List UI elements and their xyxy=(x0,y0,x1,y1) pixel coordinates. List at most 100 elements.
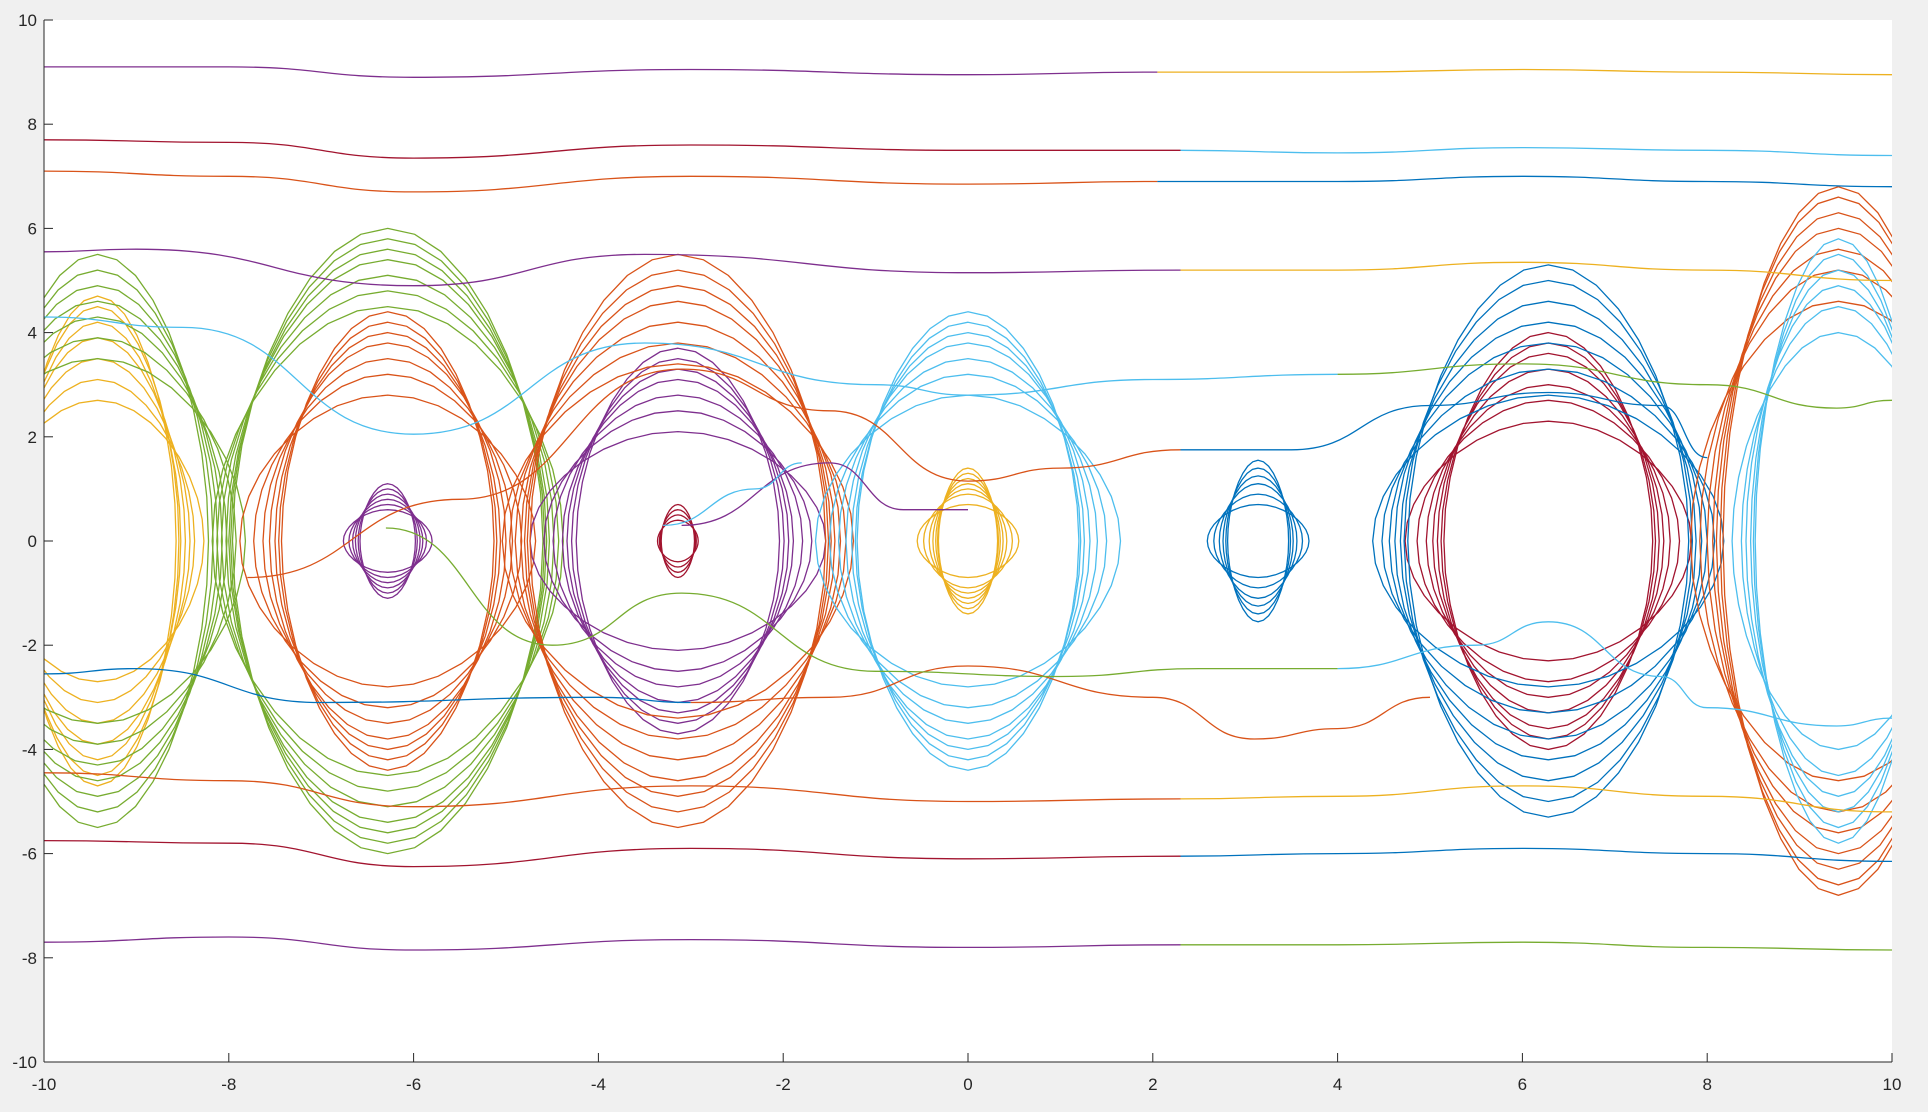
x-tick-label: -4 xyxy=(591,1075,606,1094)
orbit-8-0 xyxy=(916,503,1020,579)
y-tick-label: -4 xyxy=(22,740,37,759)
x-tick-label: 4 xyxy=(1333,1075,1342,1094)
orbit-8-3 xyxy=(932,483,1004,599)
orbit-9-0 xyxy=(814,394,1122,688)
trajectory-12 xyxy=(44,839,1181,868)
trajectory-9 xyxy=(1337,363,1892,409)
series-layer xyxy=(44,66,1892,951)
trajectory-5 xyxy=(1157,175,1892,188)
trajectory-1 xyxy=(1157,68,1892,76)
y-tick-label: 0 xyxy=(28,532,37,551)
orbit-12-0 xyxy=(1372,394,1725,688)
orbit-13-4 xyxy=(1715,212,1892,870)
orbit-3-0 xyxy=(239,394,537,688)
orbit-1-1 xyxy=(44,337,237,745)
orbit-0-1 xyxy=(44,378,196,704)
orbit-5-0 xyxy=(656,519,699,563)
orbit-1-3 xyxy=(44,300,223,782)
trajectory-8 xyxy=(44,316,1338,435)
trajectory-2 xyxy=(44,139,1181,159)
trajectory-10 xyxy=(44,772,1181,808)
y-tick-label: -6 xyxy=(22,845,37,864)
trajectory-3 xyxy=(1180,146,1892,157)
orbit-3-6 xyxy=(280,311,495,771)
trajectory-21 xyxy=(1180,391,1708,459)
x-tick-label: 2 xyxy=(1148,1075,1157,1094)
orbit-1-4 xyxy=(44,285,219,797)
orbit-1-2 xyxy=(44,316,228,766)
orbit-0-6 xyxy=(44,295,177,787)
orbit-14-2 xyxy=(1745,285,1892,797)
orbit-12-3 xyxy=(1394,321,1703,761)
orbit-6-1 xyxy=(543,410,813,672)
trajectory-18 xyxy=(385,527,1338,678)
trajectory-4 xyxy=(44,170,1158,193)
trajectory-19 xyxy=(1337,621,1892,727)
orbit-13-2 xyxy=(1706,248,1892,834)
orbit-6-6 xyxy=(575,347,781,735)
orbit-7-1 xyxy=(509,342,847,740)
orbit-8-2 xyxy=(928,488,1008,594)
orbit-4-0 xyxy=(211,305,564,777)
trajectory-15 xyxy=(1180,941,1892,951)
orbit-10-5 xyxy=(1226,459,1290,623)
orbit-2-5 xyxy=(359,483,417,599)
orbit-6-4 xyxy=(566,368,790,714)
orbit-7-3 xyxy=(520,300,836,782)
orbit-8-6 xyxy=(937,467,999,615)
orbit-13-3 xyxy=(1712,227,1892,855)
x-tick-label: 8 xyxy=(1702,1075,1711,1094)
orbit-4-6 xyxy=(231,227,544,855)
orbit-11-2 xyxy=(1425,384,1671,698)
x-tick-label: -6 xyxy=(406,1075,421,1094)
orbit-3-4 xyxy=(274,331,502,751)
orbit-7-0 xyxy=(501,363,855,719)
orbit-4-3 xyxy=(225,259,551,823)
x-tick-label: -2 xyxy=(776,1075,791,1094)
y-tick-label: 6 xyxy=(28,219,37,238)
y-tick-label: 4 xyxy=(28,324,37,343)
orbit-11-6 xyxy=(1443,331,1654,751)
orbit-1-5 xyxy=(44,269,214,813)
y-tick-label: 10 xyxy=(18,11,37,30)
orbit-1-6 xyxy=(44,253,210,829)
orbit-6-5 xyxy=(570,357,785,724)
orbit-2-1 xyxy=(348,503,428,579)
trajectory-14 xyxy=(44,936,1181,951)
x-tick-label: 10 xyxy=(1883,1075,1902,1094)
orbit-14-5 xyxy=(1754,238,1892,844)
orbit-2-4 xyxy=(357,488,418,594)
orbit-2-0 xyxy=(342,509,433,573)
orbit-9-2 xyxy=(837,357,1099,724)
orbit-0-0 xyxy=(44,399,205,683)
orbit-6-0 xyxy=(529,430,827,652)
orbit-3-2 xyxy=(262,357,514,724)
orbit-4-2 xyxy=(220,274,555,808)
y-tick-label: -8 xyxy=(22,949,37,968)
orbit-12-5 xyxy=(1403,279,1694,803)
x-tick-label: 6 xyxy=(1518,1075,1527,1094)
orbit-9-1 xyxy=(828,373,1108,709)
orbit-2-3 xyxy=(354,493,421,589)
orbit-9-6 xyxy=(856,311,1080,771)
orbit-11-1 xyxy=(1416,399,1681,683)
orbit-14-3 xyxy=(1749,269,1892,813)
trajectory-6 xyxy=(44,248,1181,287)
orbit-9-4 xyxy=(850,331,1086,751)
orbit-1-0 xyxy=(44,357,247,724)
y-tick-label: 2 xyxy=(28,428,37,447)
y-tick-label: 8 xyxy=(28,115,37,134)
orbit-8-4 xyxy=(935,477,1001,605)
x-tick-label: -8 xyxy=(221,1075,236,1094)
orbit-2-2 xyxy=(351,498,424,584)
orbit-13-0 xyxy=(1689,300,1892,782)
trajectory-7 xyxy=(1180,261,1892,282)
orbit-11-4 xyxy=(1436,352,1660,730)
orbit-12-1 xyxy=(1381,368,1716,714)
orbit-10-1 xyxy=(1213,493,1304,589)
orbit-9-3 xyxy=(845,342,1091,740)
orbit-6-2 xyxy=(552,394,804,688)
y-tick-label: -10 xyxy=(12,1053,37,1072)
axes-layer: -10 -8 -6 -4 -2 0 2 4 6 8 10 -10 -8 -6 -4 -2 0 2 4 6 8 10 xyxy=(12,11,1901,1094)
